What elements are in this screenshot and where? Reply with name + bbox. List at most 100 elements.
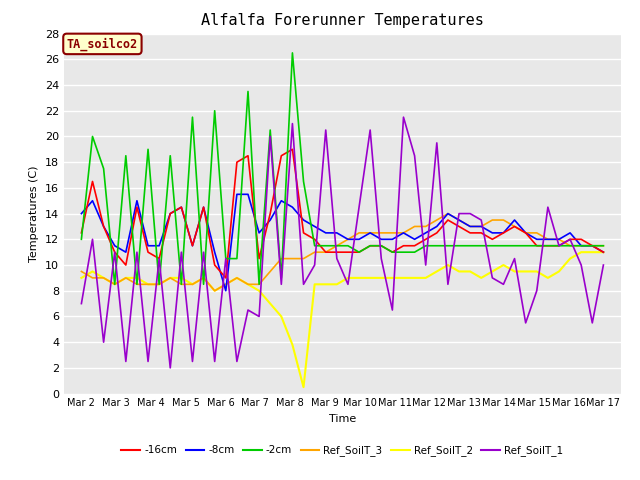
-2cm [511,243,518,249]
Ref_SoilT_1 [588,320,596,326]
Ref_SoilT_3 [133,281,141,287]
-16cm [433,230,441,236]
Ref_SoilT_3 [122,275,130,281]
-2cm [77,237,85,242]
Ref_SoilT_2 [399,275,407,281]
Ref_SoilT_1 [100,339,108,345]
-16cm [122,262,130,268]
Ref_SoilT_3 [278,256,285,262]
Ref_SoilT_1 [133,249,141,255]
Ref_SoilT_1 [433,140,441,146]
-8cm [77,211,85,216]
-16cm [100,224,108,229]
Ref_SoilT_1 [477,217,485,223]
Ref_SoilT_3 [200,275,207,281]
Ref_SoilT_3 [255,281,263,287]
-8cm [500,230,508,236]
Ref_SoilT_2 [488,269,496,275]
-2cm [555,243,563,249]
Ref_SoilT_1 [444,281,452,287]
-8cm [399,230,407,236]
-16cm [477,230,485,236]
Ref_SoilT_2 [100,275,108,281]
-16cm [388,249,396,255]
-2cm [355,249,363,255]
-2cm [533,243,541,249]
-2cm [300,179,307,184]
-16cm [133,204,141,210]
Line: -2cm: -2cm [81,53,604,284]
Ref_SoilT_1 [300,281,307,287]
Ref_SoilT_2 [522,269,529,275]
-2cm [366,243,374,249]
Ref_SoilT_2 [577,249,585,255]
-16cm [233,159,241,165]
Ref_SoilT_1 [177,249,185,255]
-16cm [544,243,552,249]
-8cm [444,211,452,216]
Ref_SoilT_2 [111,281,118,287]
Ref_SoilT_3 [222,281,230,287]
-8cm [200,204,207,210]
-16cm [533,243,541,249]
-8cm [255,230,263,236]
Ref_SoilT_2 [255,288,263,294]
-8cm [366,230,374,236]
Ref_SoilT_1 [399,114,407,120]
-16cm [366,243,374,249]
-2cm [266,127,274,133]
-16cm [144,249,152,255]
Ref_SoilT_2 [533,269,541,275]
Ref_SoilT_3 [378,230,385,236]
Ref_SoilT_2 [244,281,252,287]
Ref_SoilT_1 [244,307,252,313]
-16cm [588,243,596,249]
-2cm [577,243,585,249]
-2cm [289,50,296,56]
Ref_SoilT_3 [311,249,319,255]
-8cm [322,230,330,236]
-8cm [278,198,285,204]
-2cm [200,281,207,287]
Line: Ref_SoilT_2: Ref_SoilT_2 [81,252,604,387]
Ref_SoilT_1 [77,300,85,307]
-16cm [77,230,85,236]
Ref_SoilT_1 [200,249,207,255]
Ref_SoilT_2 [177,275,185,281]
Ref_SoilT_3 [455,217,463,223]
-8cm [233,192,241,197]
Ref_SoilT_3 [111,281,118,287]
-2cm [411,249,419,255]
Y-axis label: Temperatures (C): Temperatures (C) [29,165,39,262]
-16cm [177,204,185,210]
Ref_SoilT_2 [433,269,441,275]
-8cm [544,237,552,242]
-2cm [344,243,352,249]
-8cm [166,211,174,216]
-2cm [166,153,174,158]
-16cm [522,230,529,236]
-16cm [511,224,518,229]
Ref_SoilT_1 [144,359,152,364]
Ref_SoilT_3 [467,224,474,229]
Text: TA_soilco2: TA_soilco2 [67,37,138,50]
Ref_SoilT_1 [211,359,218,364]
-2cm [399,249,407,255]
-8cm [477,224,485,229]
Ref_SoilT_3 [477,224,485,229]
Ref_SoilT_3 [544,237,552,242]
Ref_SoilT_3 [189,281,196,287]
-8cm [333,230,340,236]
Ref_SoilT_1 [511,256,518,262]
-16cm [111,249,118,255]
-8cm [577,243,585,249]
-16cm [577,237,585,242]
-2cm [222,256,230,262]
Ref_SoilT_2 [411,275,419,281]
Legend: -16cm, -8cm, -2cm, Ref_SoilT_3, Ref_SoilT_2, Ref_SoilT_1: -16cm, -8cm, -2cm, Ref_SoilT_3, Ref_Soil… [117,441,568,460]
-2cm [100,166,108,171]
Ref_SoilT_1 [411,153,419,158]
-2cm [255,281,263,287]
Ref_SoilT_3 [566,243,574,249]
-16cm [333,249,340,255]
